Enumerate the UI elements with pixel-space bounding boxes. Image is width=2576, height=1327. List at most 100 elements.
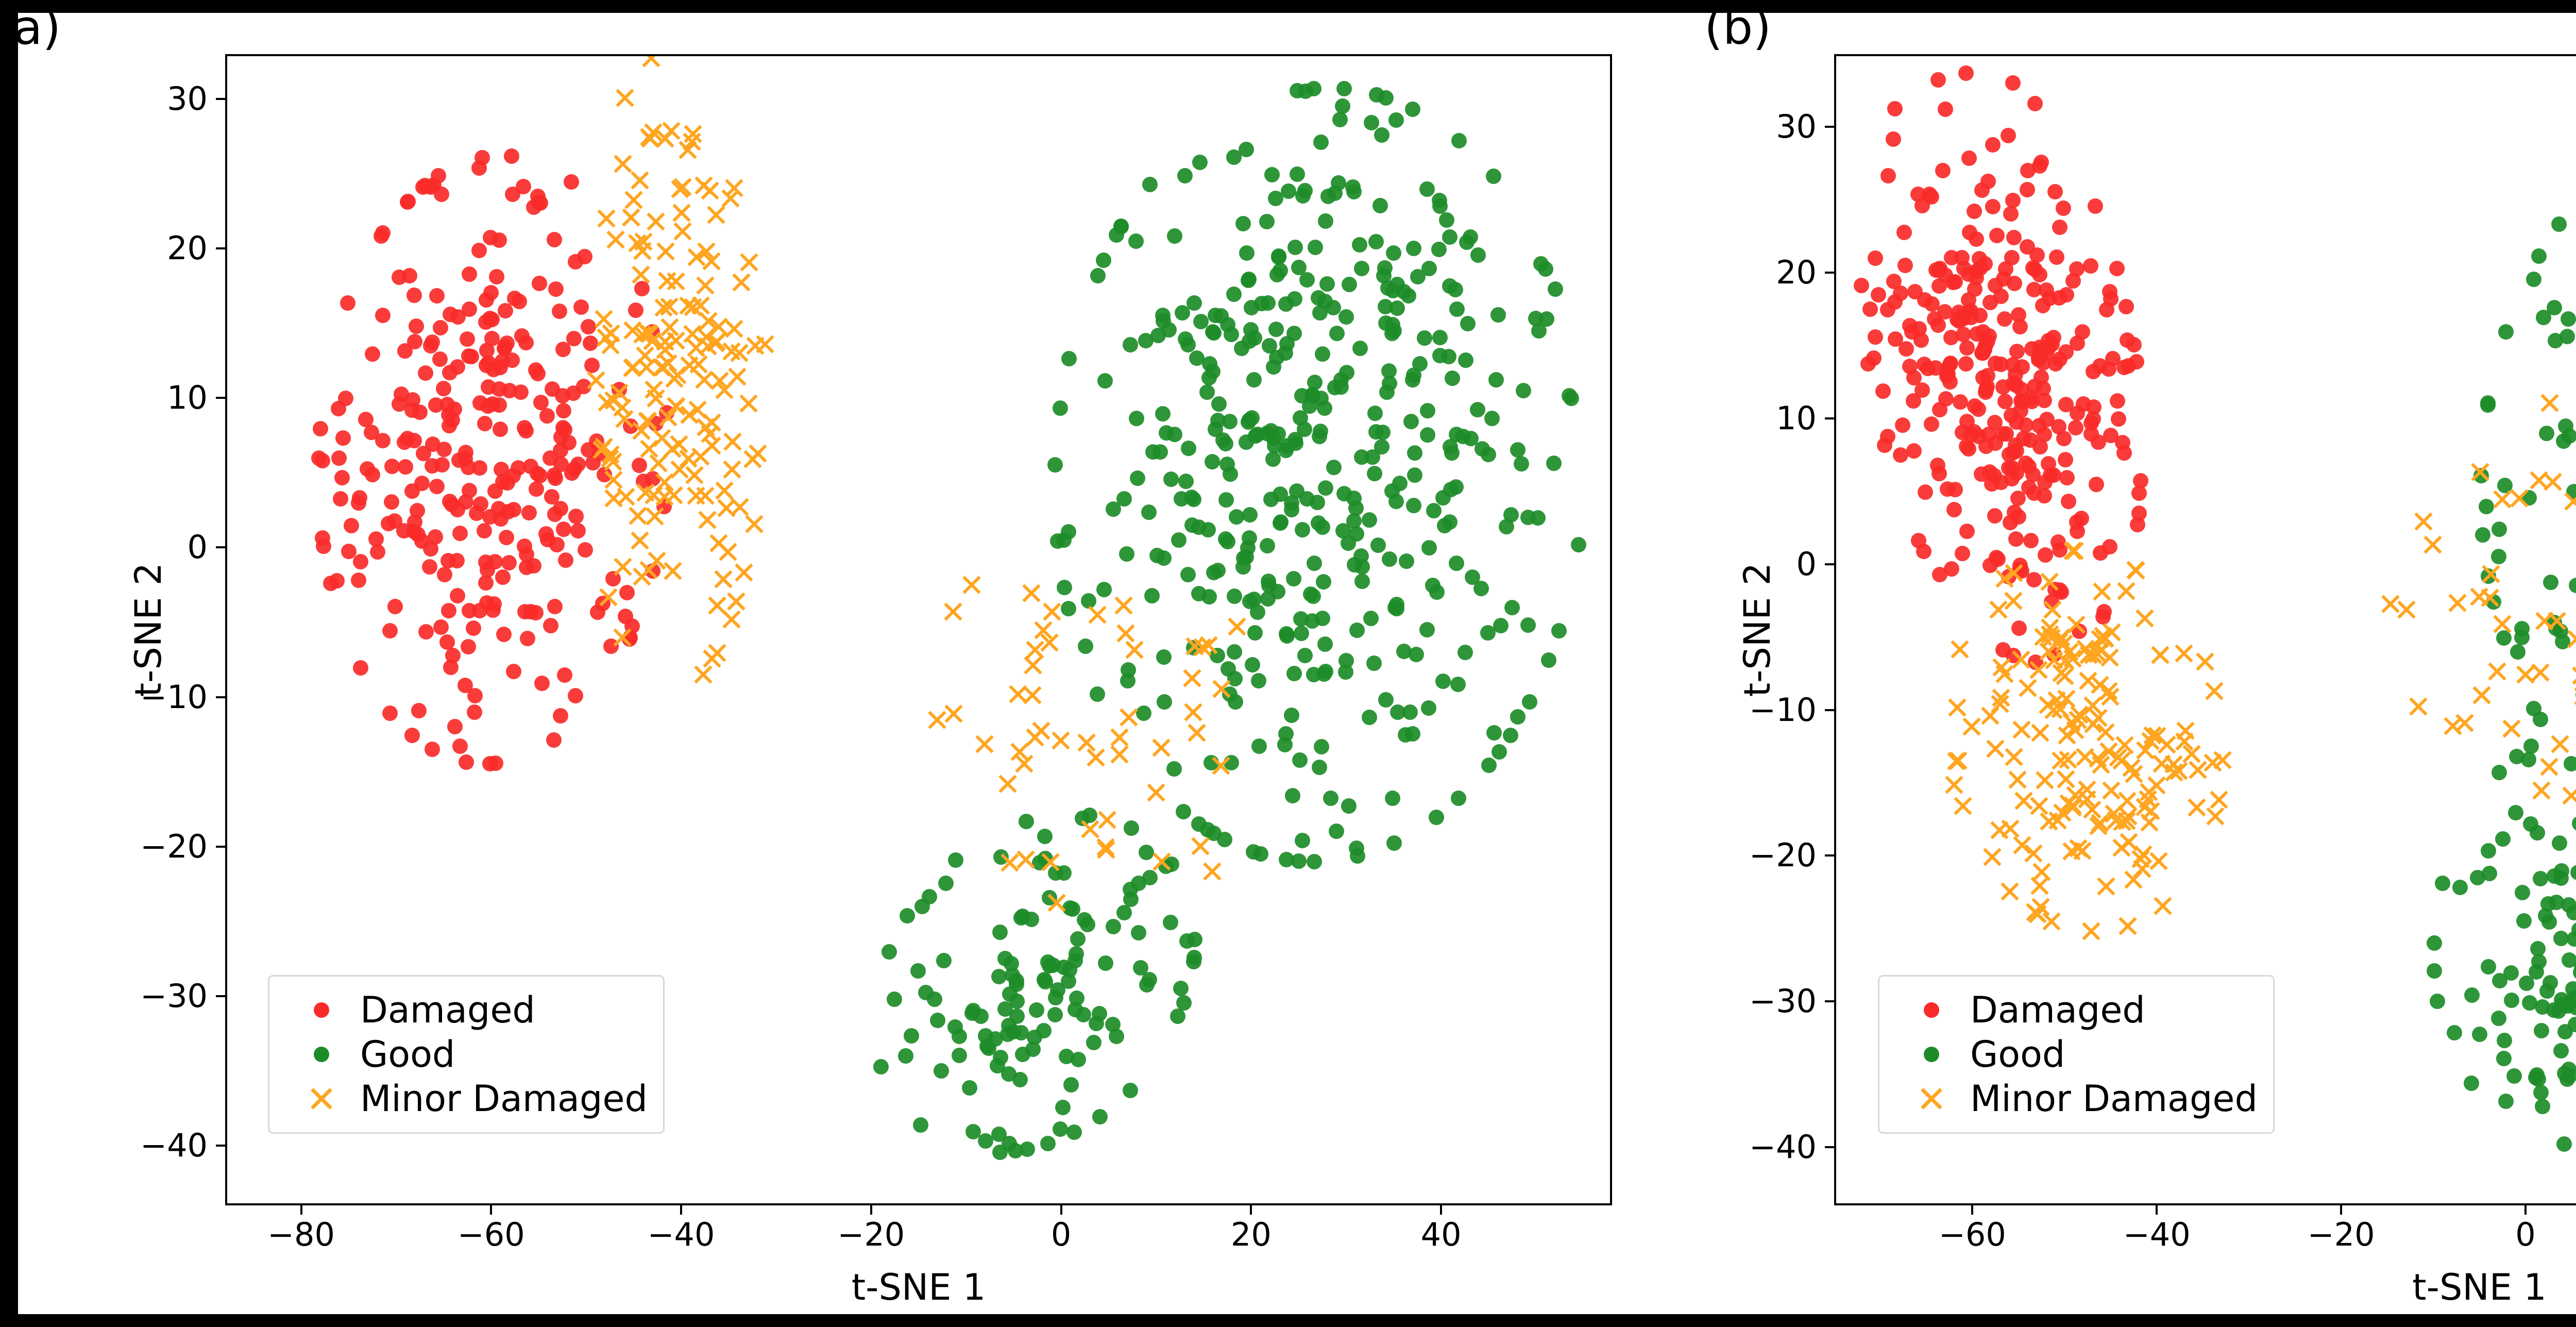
scatter-point-good — [2560, 328, 2575, 344]
scatter-point-damaged — [498, 303, 514, 318]
scatter-point-good — [922, 888, 938, 904]
scatter-point-damaged — [1974, 182, 1990, 198]
y-tick-label: −40 — [1749, 1128, 1817, 1166]
scatter-point-good — [2492, 521, 2507, 537]
scatter-point-damaged — [1887, 100, 1903, 116]
scatter-point-minor-damaged — [715, 497, 738, 519]
scatter-point-good — [1349, 623, 1365, 639]
legend-item-damaged[interactable]: Damaged — [1893, 988, 2258, 1032]
scatter-point-damaged — [2005, 357, 2021, 373]
scatter-point-good — [2551, 835, 2567, 851]
x-tick-label: 0 — [2515, 1216, 2536, 1253]
scatter-point-damaged — [2005, 192, 2021, 208]
scatter-point-good — [1166, 761, 1182, 777]
x-tick-label: −60 — [1938, 1216, 2006, 1253]
scatter-point-good — [904, 1028, 920, 1044]
scatter-point-minor-damaged — [669, 178, 691, 200]
scatter-point-minor-damaged — [1112, 594, 1135, 617]
scatter-point-damaged — [2018, 456, 2034, 472]
scatter-point-good — [1421, 700, 1437, 716]
scatter-point-damaged — [484, 312, 500, 328]
scatter-point-damaged — [526, 558, 542, 574]
scatter-point-good — [1226, 149, 1242, 165]
scatter-point-minor-damaged — [1947, 749, 1970, 772]
scatter-point-minor-damaged — [2533, 610, 2556, 632]
scatter-point-good — [1297, 647, 1313, 663]
scatter-point-damaged — [459, 754, 474, 770]
scatter-point-damaged — [2052, 219, 2067, 235]
legend-item-good[interactable]: Good — [283, 1032, 648, 1077]
scatter-point-good — [1036, 1022, 1052, 1038]
legend-item-minor-damaged[interactable]: Minor Damaged — [283, 1077, 648, 1121]
y-tick-mark — [216, 845, 225, 848]
scatter-point-damaged — [566, 385, 582, 401]
scatter-point-damaged — [437, 567, 453, 583]
scatter-point-damaged — [563, 174, 579, 190]
scatter-point-good — [2463, 1076, 2479, 1091]
scatter-point-good — [2523, 738, 2539, 754]
scatter-point-damaged — [2024, 389, 2040, 405]
scatter-point-good — [1313, 134, 1329, 150]
scatter-point-good — [2530, 825, 2546, 841]
panel-a-plot-area — [227, 56, 1610, 1203]
scatter-point-good — [1246, 591, 1262, 607]
scatter-point-good — [1123, 820, 1139, 836]
panel-a-legend[interactable]: Damaged Good Minor Damaged — [268, 975, 665, 1134]
scatter-point-damaged — [404, 727, 420, 743]
scatter-point-damaged — [487, 553, 503, 569]
scatter-point-minor-damaged — [1191, 636, 1214, 659]
scatter-point-damaged — [632, 458, 648, 474]
legend-item-good[interactable]: Good — [1893, 1032, 2258, 1077]
scatter-point-damaged — [335, 430, 351, 446]
scatter-point-damaged — [2004, 249, 2020, 265]
scatter-point-good — [1037, 828, 1053, 844]
scatter-point-good — [1458, 644, 1473, 660]
scatter-point-minor-damaged — [630, 263, 652, 286]
scatter-point-good — [1551, 623, 1567, 639]
scatter-point-damaged — [482, 756, 498, 772]
scatter-point-good — [1296, 422, 1312, 438]
scatter-point-minor-damaged — [2091, 580, 2113, 603]
scatter-point-damaged — [2109, 393, 2125, 409]
legend-dot-icon — [314, 1002, 329, 1018]
panel-b-legend[interactable]: Damaged Good Minor Damaged — [1878, 975, 2275, 1134]
scatter-point-damaged — [492, 381, 507, 397]
scatter-point-good — [1388, 112, 1404, 128]
scatter-point-damaged — [491, 397, 507, 413]
scatter-point-minor-damaged — [2204, 805, 2227, 828]
scatter-point-damaged — [477, 416, 493, 432]
scatter-point-damaged — [555, 342, 571, 358]
scatter-point-good — [1070, 1051, 1086, 1067]
scatter-point-good — [1013, 910, 1029, 926]
scatter-point-good — [1381, 376, 1397, 392]
scatter-point-good — [2521, 752, 2537, 768]
scatter-point-damaged — [1985, 137, 2001, 153]
scatter-point-minor-damaged — [721, 430, 744, 453]
scatter-point-minor-damaged — [642, 378, 665, 401]
scatter-point-good — [1047, 1006, 1063, 1022]
y-tick-mark — [1825, 1000, 1834, 1003]
legend-item-damaged[interactable]: Damaged — [283, 988, 648, 1032]
scatter-point-good — [1267, 191, 1283, 207]
legend-item-minor-damaged[interactable]: Minor Damaged — [1893, 1077, 2258, 1121]
scatter-point-good — [2538, 426, 2554, 442]
scatter-point-damaged — [1910, 532, 1926, 548]
scatter-point-good — [991, 968, 1007, 984]
scatter-point-minor-damaged — [1981, 846, 2004, 868]
scatter-point-damaged — [2056, 200, 2072, 216]
scatter-point-minor-damaged — [2187, 759, 2209, 781]
scatter-point-good — [1372, 197, 1388, 213]
scatter-point-damaged — [2109, 260, 2125, 276]
scatter-point-good — [1516, 382, 1532, 398]
scatter-point-good — [912, 1117, 928, 1133]
scatter-point-damaged — [514, 328, 530, 344]
scatter-point-good — [2506, 1068, 2522, 1084]
scatter-point-damaged — [462, 266, 478, 282]
scatter-point-good — [1408, 647, 1424, 663]
panel-b: (b) −60−40−2002040603020100−10−20−30−40 … — [1618, 0, 2576, 1327]
scatter-point-minor-damaged — [1086, 603, 1109, 626]
scatter-point-good — [1392, 475, 1408, 491]
scatter-point-good — [1336, 81, 1352, 97]
scatter-point-good — [1361, 710, 1377, 726]
scatter-point-minor-damaged — [1049, 729, 1072, 752]
